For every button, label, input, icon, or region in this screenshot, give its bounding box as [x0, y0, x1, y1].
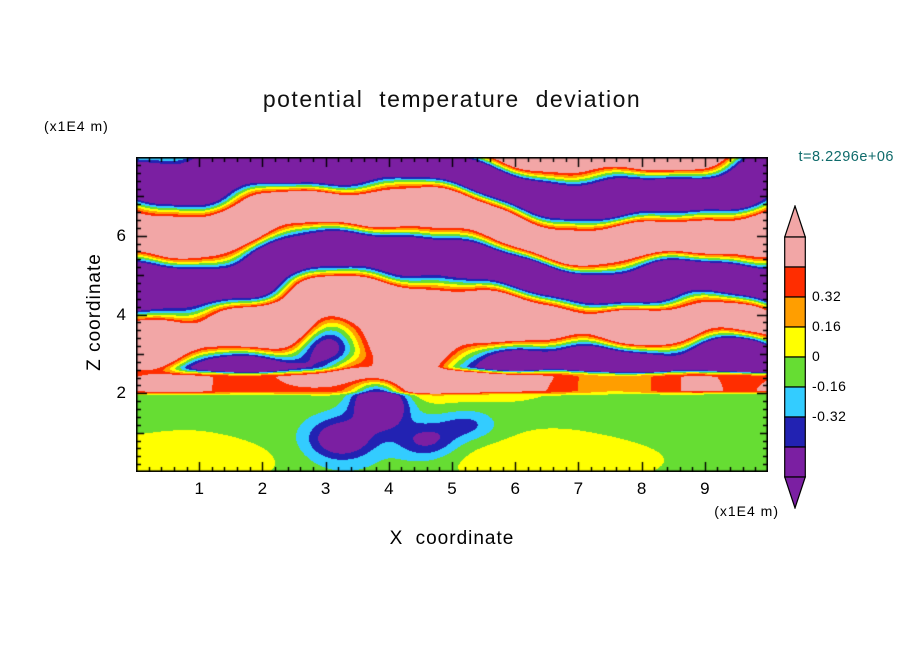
y-tick-label: 6: [116, 225, 126, 245]
x-tick-label: 3: [320, 479, 331, 498]
colorbar-tick-label: 0.16: [812, 318, 842, 334]
colorbar-segment: [784, 416, 806, 448]
colorbar-segment: [784, 386, 806, 418]
x-tick-label: 7: [573, 479, 584, 498]
colorbar-segment: [784, 296, 806, 328]
plot-title: potential temperature deviation: [262, 86, 642, 112]
x-axis-unit-label: (x1E4 m): [714, 503, 779, 519]
colorbar-arrow-down-icon: [783, 476, 807, 510]
colorbar-segment: [784, 266, 806, 298]
contour-plot-canvas: [136, 157, 768, 472]
time-stamp-label: t=8.2296e+06: [798, 149, 894, 165]
colorbar: [783, 204, 810, 510]
colorbar-tick-label: 0: [812, 348, 821, 364]
colorbar-scale: [783, 204, 807, 510]
colorbar-segment: [784, 236, 806, 268]
x-tick-label: 8: [636, 479, 647, 498]
x-tick-label: 6: [510, 479, 520, 498]
colorbar-segment: [784, 326, 806, 358]
x-tick-label: 1: [194, 479, 204, 498]
colorbar-arrow-up-icon: [783, 204, 807, 238]
x-tick-label: 9: [700, 479, 710, 498]
x-tick-label: 5: [447, 479, 457, 498]
colorbar-tick-label: -0.32: [812, 408, 847, 424]
x-tick-label: 4: [384, 479, 394, 498]
x-tick-label: 2: [257, 479, 268, 498]
y-axis-unit-label: (x1E4 m): [44, 118, 109, 134]
colorbar-tick-label: -0.16: [812, 378, 847, 394]
y-tick-label: 2: [116, 383, 126, 403]
y-tick-label: 4: [116, 304, 126, 324]
colorbar-tick-label: 0.32: [812, 288, 842, 304]
x-axis-title: X coordinate: [389, 528, 515, 549]
colorbar-segment: [784, 356, 806, 388]
colorbar-segment: [784, 446, 806, 478]
